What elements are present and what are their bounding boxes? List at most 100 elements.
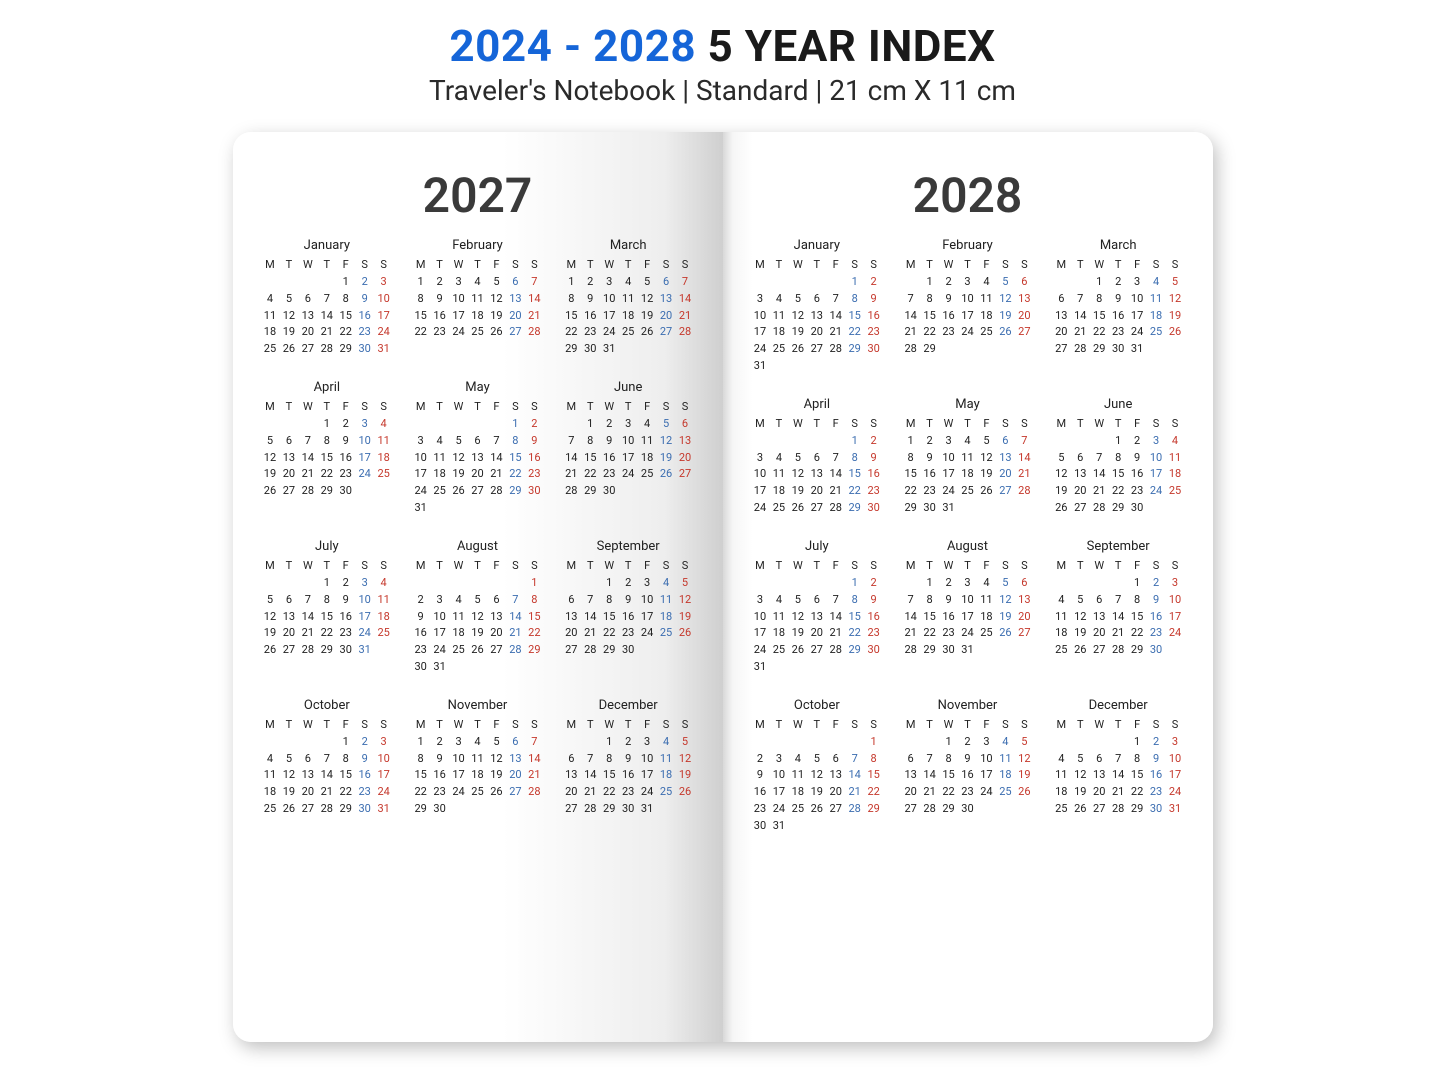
day-cell: 14: [826, 609, 845, 626]
empty-cell: [826, 575, 845, 592]
day-cell: 27: [562, 801, 581, 818]
day-cell: 14: [298, 609, 317, 626]
day-header: T: [920, 416, 939, 433]
day-cell: 8: [336, 291, 355, 308]
day-cell: 8: [317, 433, 336, 450]
month-block: MarchMTWTFSS1234567891011121314151617181…: [1052, 238, 1185, 375]
month-name: September: [1052, 539, 1185, 554]
day-header: S: [996, 717, 1015, 734]
day-cell: 15: [845, 466, 864, 483]
day-cell: 4: [977, 274, 996, 291]
day-cell: 20: [657, 308, 676, 325]
day-cell: 6: [807, 450, 826, 467]
day-cell: 29: [581, 483, 600, 500]
day-header: T: [619, 558, 638, 575]
day-cell: 16: [430, 767, 449, 784]
day-cell: 24: [600, 324, 619, 341]
day-cell: 11: [638, 433, 657, 450]
month-name: April: [751, 397, 884, 412]
day-cell: 27: [506, 324, 525, 341]
empty-cell: [788, 274, 807, 291]
month-block: JuneMTWTFSS12345678910111213141516171819…: [562, 380, 695, 517]
day-cell: 26: [1052, 500, 1071, 517]
day-header: M: [562, 257, 581, 274]
day-cell: 20: [807, 483, 826, 500]
month-block: JanuaryMTWTFSS12345678910111213141516171…: [751, 238, 884, 375]
day-header: F: [977, 416, 996, 433]
day-cell: 14: [581, 767, 600, 784]
day-cell: 25: [1147, 324, 1166, 341]
month-block: JulyMTWTFSS12345678910111213141516171819…: [751, 539, 884, 676]
day-header: S: [657, 717, 676, 734]
month-block: NovemberMTWTFSS1234567891011121314151617…: [411, 698, 544, 818]
day-cell: 6: [279, 433, 298, 450]
day-cell: 8: [920, 291, 939, 308]
day-cell: 2: [411, 592, 430, 609]
day-cell: 20: [1052, 324, 1071, 341]
day-cell: 1: [939, 734, 958, 751]
day-cell: 20: [279, 466, 298, 483]
day-header: F: [826, 558, 845, 575]
day-header: T: [1109, 416, 1128, 433]
day-cell: 2: [1147, 575, 1166, 592]
day-cell: 11: [619, 291, 638, 308]
day-cell: 7: [298, 433, 317, 450]
day-cell: 13: [657, 291, 676, 308]
day-cell: 4: [996, 734, 1015, 751]
day-cell: 22: [864, 784, 883, 801]
day-cell: 21: [826, 324, 845, 341]
day-cell: 29: [600, 642, 619, 659]
empty-cell: [506, 659, 525, 676]
day-cell: 20: [901, 784, 920, 801]
day-cell: 5: [996, 274, 1015, 291]
empty-cell: [788, 818, 807, 835]
day-cell: 9: [920, 450, 939, 467]
day-cell: 2: [751, 751, 770, 768]
day-cell: 27: [279, 642, 298, 659]
empty-cell: [487, 659, 506, 676]
day-cell: 5: [788, 592, 807, 609]
day-cell: 3: [619, 416, 638, 433]
day-header: S: [864, 558, 883, 575]
month-block: MarchMTWTFSS1234567891011121314151617181…: [562, 238, 695, 358]
empty-cell: [977, 500, 996, 517]
day-cell: 22: [845, 324, 864, 341]
day-header: F: [1128, 416, 1147, 433]
day-cell: 18: [1166, 466, 1185, 483]
day-cell: 14: [1015, 450, 1034, 467]
day-cell: 17: [355, 450, 374, 467]
day-cell: 24: [449, 324, 468, 341]
day-cell: 16: [751, 784, 770, 801]
day-cell: 11: [788, 767, 807, 784]
day-cell: 17: [1147, 466, 1166, 483]
day-cell: 24: [374, 324, 393, 341]
empty-cell: [1071, 575, 1090, 592]
day-cell: 6: [807, 592, 826, 609]
day-cell: 22: [336, 784, 355, 801]
day-cell: 13: [562, 767, 581, 784]
month-table: MTWTFSS123456789101112131415161718192021…: [411, 257, 544, 341]
header: 2024 - 2028 5 YEAR INDEX Traveler's Note…: [0, 0, 1445, 122]
day-cell: 21: [317, 784, 336, 801]
day-cell: 25: [657, 784, 676, 801]
day-cell: 14: [525, 291, 544, 308]
day-header: T: [279, 558, 298, 575]
day-cell: 7: [901, 592, 920, 609]
day-cell: 26: [788, 642, 807, 659]
day-header: M: [562, 399, 581, 416]
day-cell: 20: [487, 625, 506, 642]
day-header: T: [807, 717, 826, 734]
day-cell: 3: [769, 751, 788, 768]
month-name: May: [901, 397, 1034, 412]
day-cell: 2: [1128, 433, 1147, 450]
day-cell: 6: [506, 274, 525, 291]
day-cell: 29: [845, 341, 864, 358]
day-cell: 19: [657, 450, 676, 467]
empty-cell: [788, 659, 807, 676]
day-cell: 5: [468, 592, 487, 609]
day-cell: 8: [901, 450, 920, 467]
day-cell: 11: [374, 433, 393, 450]
day-cell: 22: [411, 324, 430, 341]
page-right: 20 2 8 JanuaryMTWTFSS123456789101112131415…: [723, 132, 1213, 1042]
day-cell: 3: [430, 592, 449, 609]
